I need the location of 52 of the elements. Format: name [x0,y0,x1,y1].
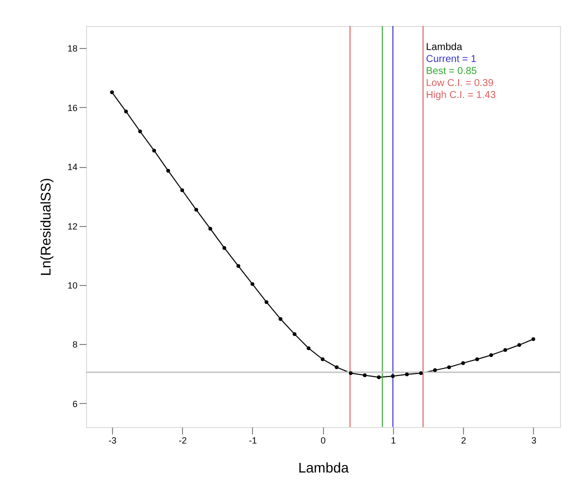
point [166,168,170,173]
x-axis-title: Lambda [298,460,350,476]
y-tick-label: 8 [72,340,78,350]
point [362,373,367,378]
point [405,372,409,376]
y-tick-label: 16 [67,102,78,113]
point [376,375,381,380]
x-tick-label: -3 [108,436,116,446]
x-tick-label: -1 [248,436,257,446]
point [531,337,536,341]
point [461,361,465,365]
ref-line-label: Low C.I. = 0.39 [426,78,494,89]
point [334,365,339,370]
x-tick-label: -2 [178,436,187,446]
ref-line-label: Current = 1 [426,54,477,65]
point [138,129,142,134]
point [292,332,296,336]
x-tick-label: 1 [390,436,396,446]
y-tick-label: 10 [67,280,78,290]
y-tick-label: 18 [67,44,78,54]
point [348,371,353,376]
point [124,110,128,114]
ref-line-label: High C.I. = 1.43 [426,90,496,101]
point [447,365,451,370]
y-axis-title: Ln(ResidualSS) [37,178,54,276]
x-tick-label: 3 [531,436,536,446]
point [250,282,254,286]
y-tick-label: 12 [67,221,78,232]
y-tick-label: 6 [72,398,78,409]
ref-line-label: Best = 0.85 [426,66,478,77]
point [264,300,268,304]
point [152,148,156,152]
point [433,368,437,372]
x-tick-label: 2 [461,436,466,446]
point [278,317,282,321]
point [236,264,240,268]
point [391,374,395,378]
point [194,208,198,212]
point [110,90,114,94]
point [517,343,522,347]
point [208,226,212,231]
point [306,346,310,350]
point [475,357,480,362]
point [503,348,508,352]
point [419,371,423,376]
point [180,188,184,192]
point [489,353,494,357]
annotation: Lambda [426,42,463,53]
y-tick-label: 14 [67,162,78,172]
point [222,246,226,250]
x-tick-label: 0 [320,436,326,446]
point [320,357,325,362]
